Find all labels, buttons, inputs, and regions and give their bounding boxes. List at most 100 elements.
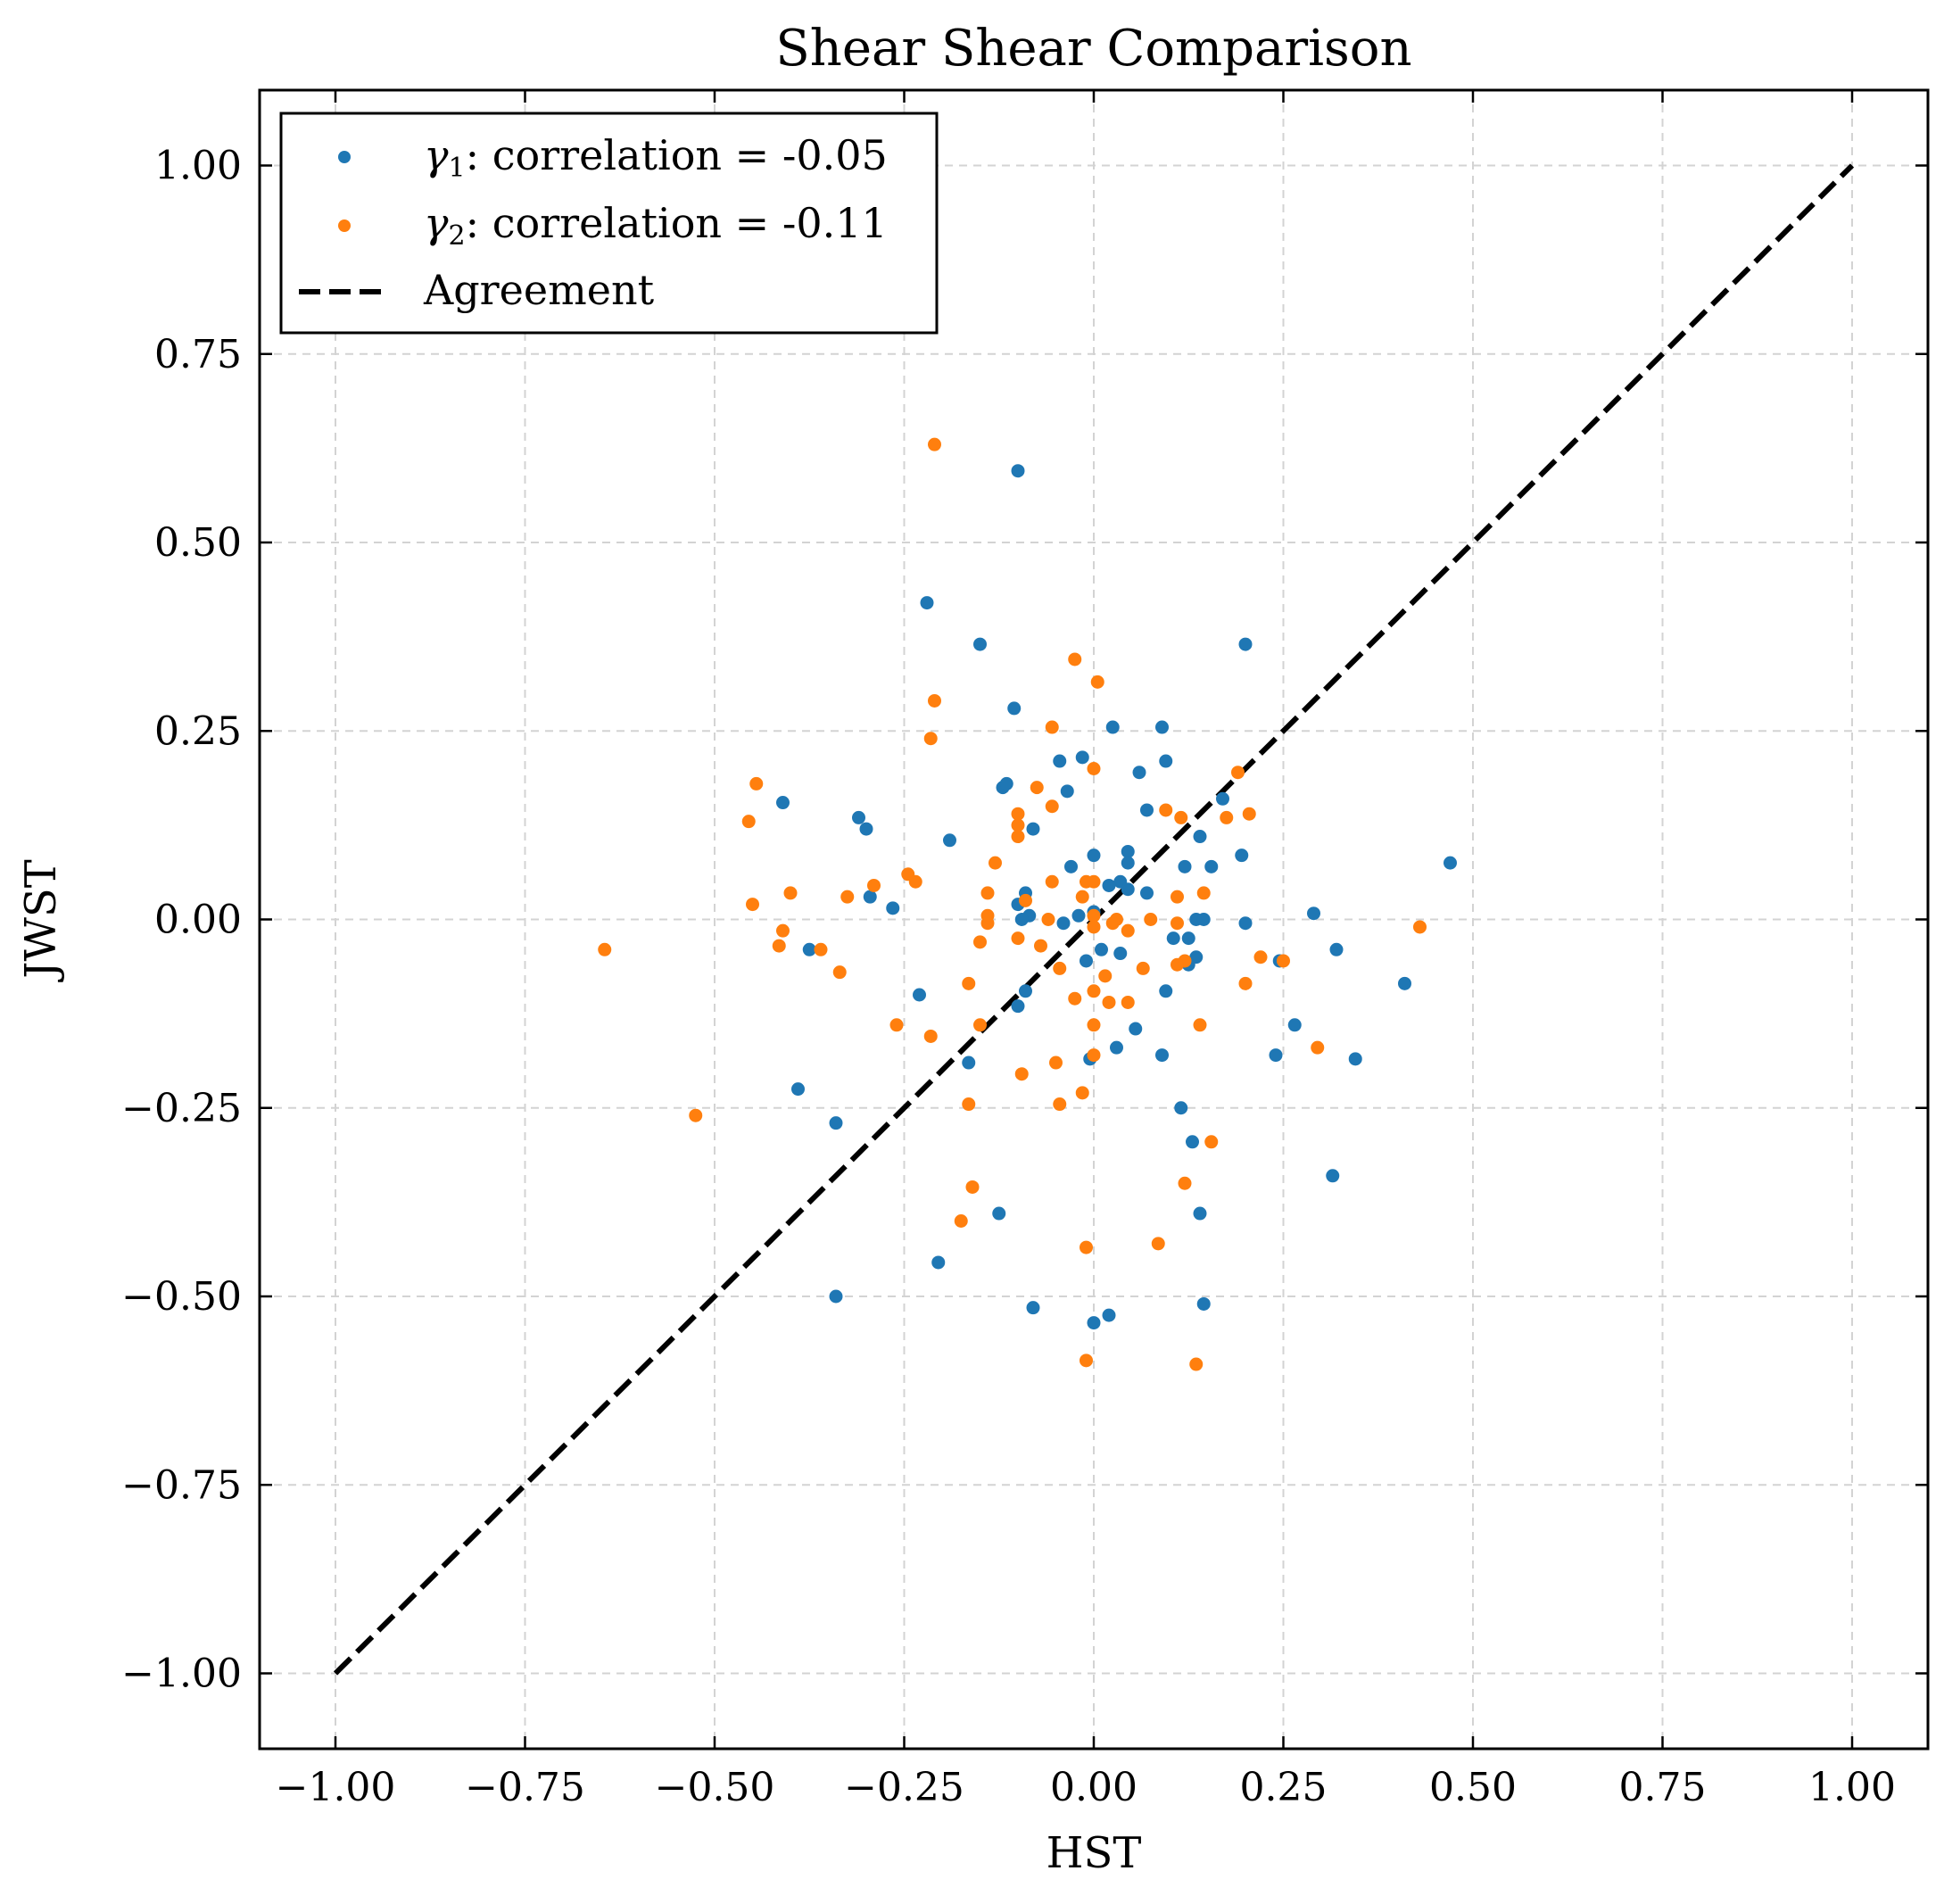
gamma1-point: [1105, 720, 1120, 734]
gamma2-point: [1034, 939, 1047, 953]
x-tick-label: 0.00: [1050, 1765, 1137, 1810]
x-tick-label: −0.50: [655, 1765, 775, 1810]
gamma1-point: [1196, 1296, 1211, 1311]
gamma1-point: [791, 1082, 805, 1097]
gamma1-point: [1444, 856, 1457, 870]
gamma2-point: [1144, 913, 1158, 926]
gamma2-point: [1178, 1176, 1192, 1190]
gamma2-point: [776, 923, 790, 938]
gamma1-point: [1026, 1301, 1040, 1315]
gamma1-point: [1235, 849, 1249, 863]
y-tick-label: 0.50: [154, 520, 242, 566]
gamma1-point: [1121, 856, 1135, 870]
x-tick-label: −0.25: [844, 1765, 964, 1810]
gamma2-point: [973, 1018, 987, 1032]
gamma2-point: [928, 437, 941, 451]
gamma2-point: [814, 942, 828, 956]
legend-gamma1-symbol: γ: [424, 131, 449, 179]
gamma2-point: [1080, 1240, 1093, 1254]
gamma1-point: [973, 637, 987, 651]
gamma2-point: [1196, 886, 1211, 900]
y-tick-label: 0.25: [154, 708, 242, 754]
gamma2-point: [1253, 950, 1268, 964]
gamma1-point: [1110, 1040, 1123, 1055]
gamma1-point: [1238, 916, 1253, 931]
gamma2-point: [1087, 874, 1101, 889]
gamma2-point: [1121, 923, 1135, 938]
gamma1-point: [859, 822, 873, 836]
y-tick-label: 1.00: [154, 144, 242, 189]
gamma2-point: [1068, 991, 1082, 1006]
gamma2-point: [783, 886, 798, 900]
gamma1-point: [1174, 1101, 1188, 1115]
gamma2-point: [973, 935, 987, 949]
gamma2-point: [1242, 807, 1256, 821]
gamma1-point: [1238, 637, 1253, 651]
gamma1-point: [1178, 859, 1192, 873]
gamma1-point: [1121, 882, 1135, 897]
y-tick-label: −0.75: [121, 1462, 242, 1508]
gamma2-point: [1068, 652, 1082, 666]
x-tick-label: 0.25: [1240, 1765, 1328, 1810]
gamma1-point: [1011, 464, 1025, 478]
gamma2-point: [1204, 1135, 1219, 1149]
gamma2-point: [1053, 961, 1067, 975]
legend-gamma2-subscript: 2: [449, 220, 466, 252]
gamma1-point: [1007, 701, 1022, 716]
gamma1-point: [1269, 1048, 1283, 1063]
gamma1-point: [1326, 1169, 1340, 1183]
gamma1-point: [1216, 791, 1229, 806]
gamma2-point: [1075, 1086, 1089, 1100]
gamma1-point: [1287, 1018, 1302, 1032]
gamma1-point: [1026, 822, 1040, 836]
gamma1-point: [1193, 1206, 1207, 1221]
legend-entry-agreement: Agreement: [423, 266, 655, 314]
gamma1-point: [1102, 1308, 1116, 1322]
y-tick-label: −0.50: [121, 1274, 242, 1320]
y-tick-label: 0.75: [154, 332, 242, 377]
gamma1-point: [802, 942, 816, 956]
y-tick-label: −0.25: [121, 1086, 242, 1131]
y-tick-label: −1.00: [121, 1652, 242, 1697]
gamma2-point: [923, 1029, 938, 1043]
gamma1-point: [1121, 844, 1135, 858]
gamma2-point: [1413, 920, 1427, 934]
gamma1-point: [863, 890, 877, 904]
gamma2-point: [1087, 1018, 1101, 1032]
gamma1-point: [1166, 931, 1180, 946]
gamma2-point: [749, 776, 764, 791]
gamma1-point: [1011, 999, 1025, 1014]
gamma2-point: [1087, 1048, 1101, 1063]
gamma1-point: [1181, 931, 1195, 946]
legend-marker-gamma2: [338, 219, 351, 232]
legend-gamma2-text: : correlation = -0.11: [466, 199, 888, 247]
gamma2-point: [1087, 984, 1101, 998]
gamma1-point: [1307, 906, 1320, 921]
gamma2-point: [1174, 810, 1188, 824]
gamma1-point: [931, 1255, 946, 1270]
gamma1-point: [962, 1055, 976, 1070]
gamma2-point: [1171, 916, 1184, 931]
legend-gamma1-text: : correlation = -0.05: [466, 131, 888, 179]
gamma2-point: [962, 976, 976, 990]
gamma2-point: [1087, 762, 1101, 775]
gamma1-point: [1014, 913, 1029, 926]
gamma2-point: [954, 1214, 968, 1228]
gamma2-point: [1019, 893, 1032, 907]
gamma2-point: [1045, 874, 1059, 889]
gamma2-point: [1011, 931, 1025, 946]
legend-box: [279, 112, 939, 335]
gamma1-point: [1132, 766, 1146, 780]
gamma1-point: [1159, 984, 1173, 998]
gamma2-point: [1102, 995, 1116, 1009]
gamma2-point: [1045, 799, 1059, 814]
gamma1-point: [829, 1116, 843, 1130]
gamma1-point: [1155, 1048, 1169, 1063]
gamma2-point: [980, 886, 995, 900]
gamma2-point: [1011, 807, 1025, 821]
gamma1-point: [1204, 859, 1219, 873]
gamma2-point: [772, 939, 786, 953]
y-axis-label: JWST: [16, 859, 66, 982]
gamma2-point: [989, 856, 1002, 870]
